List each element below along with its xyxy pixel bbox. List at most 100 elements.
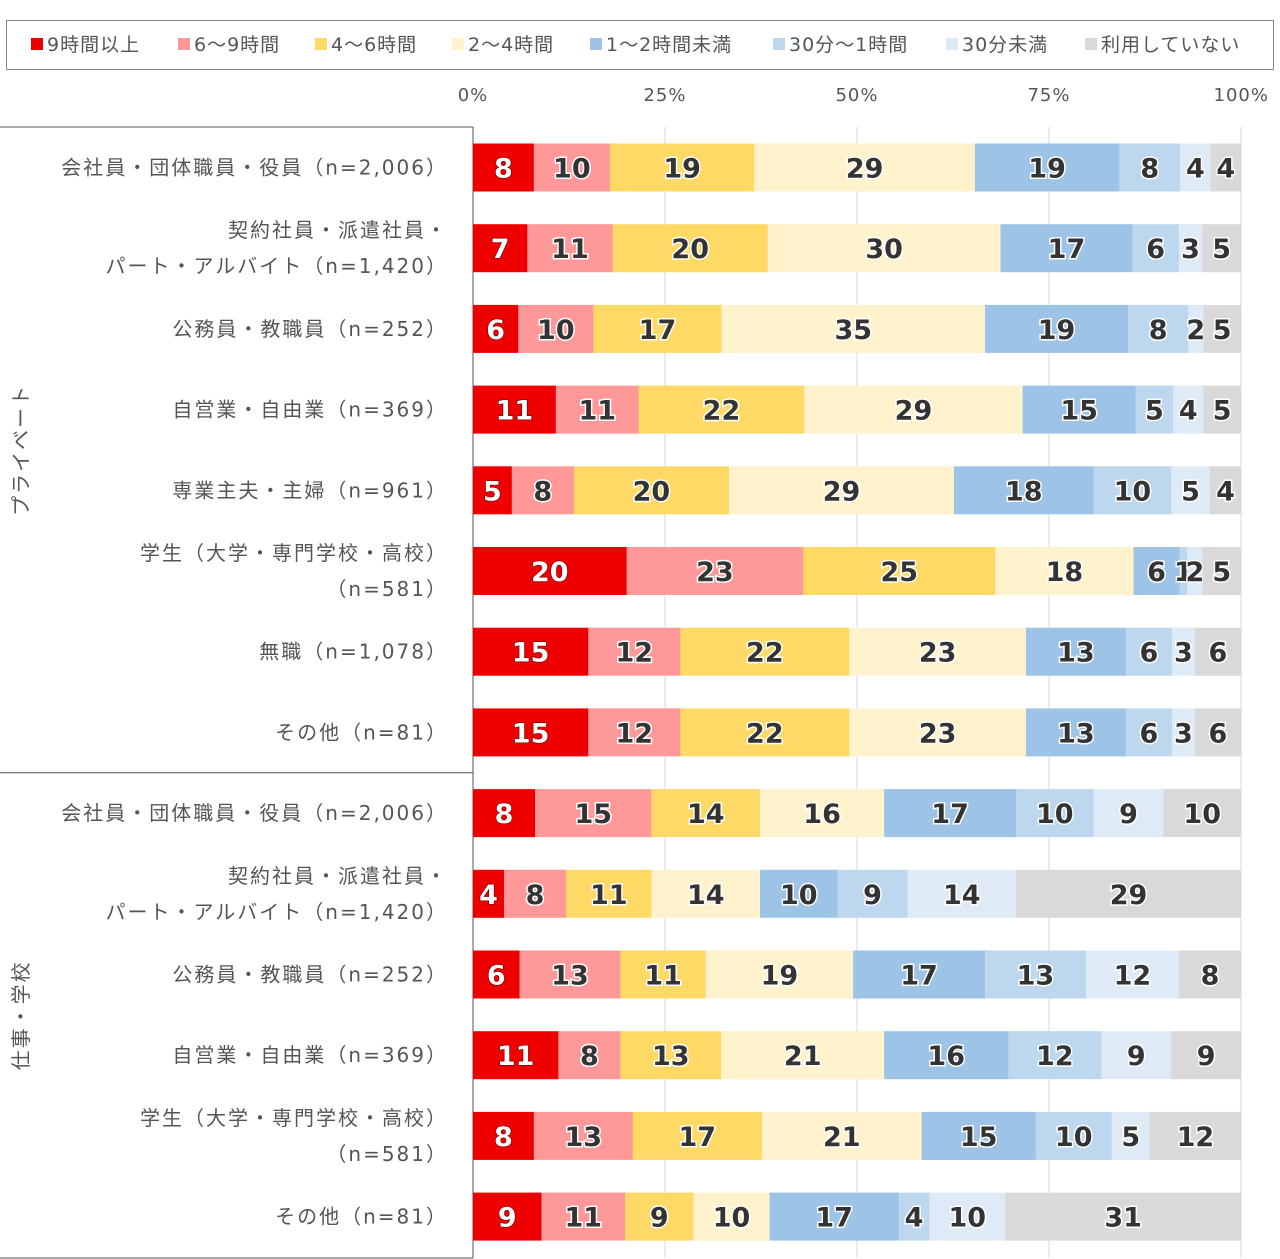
data-label: 4 xyxy=(479,880,498,911)
bar-segment xyxy=(558,1031,621,1080)
data-label: 13 xyxy=(564,1122,602,1153)
data-label: 8 xyxy=(1149,315,1168,346)
legend-swatch xyxy=(590,38,602,50)
data-label: 17 xyxy=(900,961,938,992)
data-label: 6 xyxy=(1209,718,1228,749)
bar-segment xyxy=(1135,385,1174,434)
data-label: 19 xyxy=(761,961,799,992)
data-label: 7 xyxy=(491,234,510,265)
bar-segment xyxy=(974,143,1120,192)
bar-segment xyxy=(518,304,594,353)
data-label: 5 xyxy=(1213,315,1232,346)
bar-segment xyxy=(760,869,839,918)
legend-swatch xyxy=(773,38,785,50)
bar-segment xyxy=(1125,708,1173,757)
legend-swatch xyxy=(31,38,43,50)
bar-segment xyxy=(609,143,755,192)
data-label: 11 xyxy=(496,396,534,427)
data-label: 16 xyxy=(803,799,841,830)
bar-segment xyxy=(729,466,955,515)
data-label: 6 xyxy=(1147,557,1166,588)
bar-segment xyxy=(1093,466,1172,515)
data-label: 12 xyxy=(615,638,653,669)
bar-segment xyxy=(473,304,519,353)
bar-segment xyxy=(884,1031,1009,1080)
category-label: パート・アルバイト（n=1,420） xyxy=(106,900,449,924)
bar-segment xyxy=(1179,547,1188,595)
data-label: 2 xyxy=(1186,315,1205,346)
data-label: 8 xyxy=(494,1122,513,1153)
data-label: 23 xyxy=(919,638,957,669)
data-label: 17 xyxy=(639,315,677,346)
bar-segment xyxy=(1005,1192,1242,1241)
data-label: 3 xyxy=(1174,638,1193,669)
data-label: 9 xyxy=(650,1203,669,1234)
bar-segment xyxy=(473,224,528,273)
data-label: 15 xyxy=(960,1122,998,1153)
data-label: 30 xyxy=(865,234,903,265)
bar-segment xyxy=(1101,1031,1172,1080)
data-label: 8 xyxy=(1140,154,1159,185)
category-label: 契約社員・派遣社員・ xyxy=(228,218,448,242)
category-labels: 会社員・団体職員・役員（n=2,006）契約社員・派遣社員・パート・アルバイト（… xyxy=(61,156,449,1229)
bar-segment xyxy=(849,708,1027,757)
bar-segment xyxy=(473,708,589,757)
data-label: 8 xyxy=(580,1041,599,1072)
data-label: 11 xyxy=(497,1041,535,1072)
bar-segment xyxy=(804,385,1024,434)
data-label: 12 xyxy=(1177,1122,1215,1153)
data-label: 9 xyxy=(1119,799,1138,830)
category-label: 専業主夫・主婦（n=961） xyxy=(172,478,448,502)
bar-segment xyxy=(849,627,1027,676)
category-label: 契約社員・派遣社員・ xyxy=(228,864,448,888)
data-label: 13 xyxy=(1017,961,1055,992)
data-label: 11 xyxy=(590,880,628,911)
data-label: 12 xyxy=(1114,961,1152,992)
grid xyxy=(664,127,1242,1258)
data-label: 11 xyxy=(564,1203,602,1234)
data-label: 17 xyxy=(815,1203,853,1234)
bar-segment xyxy=(929,1192,1006,1241)
bar-segment xyxy=(473,385,557,434)
data-label: 5 xyxy=(1212,557,1231,588)
bar-segment xyxy=(632,1111,763,1160)
data-label: 5 xyxy=(1212,234,1231,265)
bar-segment xyxy=(1203,385,1242,434)
data-label: 22 xyxy=(746,638,784,669)
data-label: 5 xyxy=(1145,396,1164,427)
data-label: 16 xyxy=(927,1041,965,1072)
bar-segment xyxy=(803,547,996,595)
data-label: 13 xyxy=(1057,718,1095,749)
tick-label: 0% xyxy=(458,85,489,106)
data-label: 8 xyxy=(1201,961,1220,992)
data-label: 14 xyxy=(943,880,981,911)
bar-segment xyxy=(705,950,854,999)
bar-segment xyxy=(1180,143,1211,192)
data-label: 3 xyxy=(1174,718,1193,749)
legend: 9時間以上 6～9時間 4～6時間 2～4時間 1～2時間未満 30分～1時間 30分未満 利… xyxy=(6,20,1274,70)
bar-segment xyxy=(473,547,627,595)
bar-segment xyxy=(626,547,804,595)
data-label: 23 xyxy=(696,557,734,588)
data-label: 18 xyxy=(1046,557,1084,588)
category-label: 学生（大学・専門学校・高校） xyxy=(140,541,448,565)
category-label: 無職（n=1,078） xyxy=(259,640,448,664)
bar-segment xyxy=(511,466,575,515)
legend-label: 4～6時間 xyxy=(331,34,417,56)
bar-segment xyxy=(1187,547,1203,595)
data-label: 10 xyxy=(1183,799,1221,830)
data-label: 3 xyxy=(1181,234,1200,265)
data-label: 9 xyxy=(1127,1041,1146,1072)
tick-label: 50% xyxy=(835,85,878,106)
data-label: 15 xyxy=(512,718,550,749)
bar-segment xyxy=(1025,708,1127,757)
bar-segment xyxy=(1008,1031,1102,1080)
bar-segment xyxy=(504,869,567,918)
data-label: 19 xyxy=(1028,154,1066,185)
data-label: 15 xyxy=(512,638,550,669)
bar-segment xyxy=(693,1192,770,1241)
bar-segment xyxy=(1209,466,1242,515)
bar-segment xyxy=(1171,627,1196,676)
legend-label: 9時間以上 xyxy=(47,34,140,56)
data-label: 6 xyxy=(486,315,505,346)
